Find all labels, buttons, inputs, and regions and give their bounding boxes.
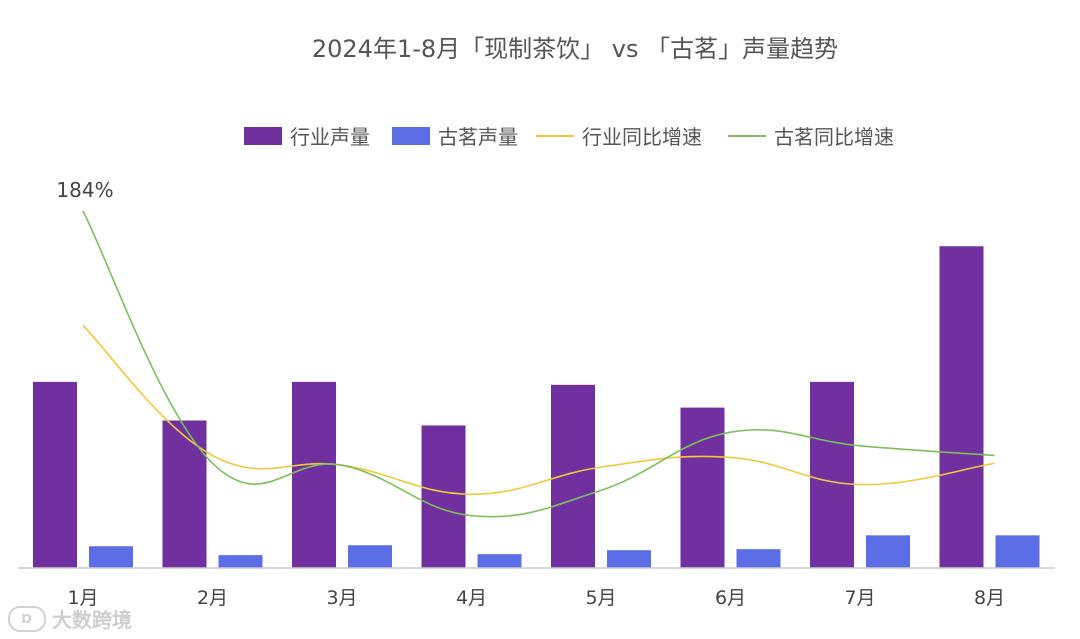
bar-guming-volume xyxy=(866,535,910,568)
bar-guming-volume xyxy=(607,550,651,568)
bar-guming-volume xyxy=(89,546,133,568)
annotations: 184% xyxy=(56,178,113,202)
bar-guming-volume xyxy=(477,554,522,568)
x-tick-label: 3月 xyxy=(326,587,357,609)
x-tick-label: 7月 xyxy=(844,587,875,609)
data-label-184: 184% xyxy=(56,178,113,202)
x-axis-ticks: 1月 2月 3月 4月 5月 6月 7月 8月 xyxy=(67,587,1005,609)
legend: 行业声量 古茗声量 行业同比增速 古茗同比增速 xyxy=(244,125,894,149)
x-tick-label: 5月 xyxy=(585,587,616,609)
bar-industry-volume xyxy=(421,425,466,568)
lines-layer xyxy=(82,210,995,518)
watermark-text: 大数跨境 xyxy=(52,608,132,632)
bar-industry-volume xyxy=(939,246,984,568)
legend-swatch-guming-volume xyxy=(392,127,430,145)
line-guming-growth xyxy=(82,210,995,518)
bar-guming-volume xyxy=(218,555,263,568)
chart-title: 2024年1-8月「现制茶饮」 vs 「古茗」声量趋势 xyxy=(312,35,838,63)
legend-label-guming-growth: 古茗同比增速 xyxy=(774,125,894,149)
x-tick-label: 4月 xyxy=(456,587,487,609)
legend-swatch-industry-volume xyxy=(244,127,282,145)
bar-guming-volume xyxy=(995,535,1040,568)
line-industry-growth xyxy=(82,324,995,496)
watermark: Ɒ 大数跨境 xyxy=(8,604,132,633)
bar-industry-volume xyxy=(680,407,725,568)
x-tick-label: 8月 xyxy=(974,587,1005,609)
legend-label-industry-volume: 行业声量 xyxy=(290,125,370,149)
x-tick-label: 1月 xyxy=(67,587,98,609)
bar-industry-volume xyxy=(810,381,854,568)
bar-industry-volume xyxy=(162,420,207,568)
bar-industry-volume xyxy=(33,381,77,568)
watermark-logo-icon: Ɒ xyxy=(8,605,46,632)
legend-label-guming-volume: 古茗声量 xyxy=(438,125,518,149)
x-tick-label: 2月 xyxy=(197,587,228,609)
bar-guming-volume xyxy=(348,545,392,568)
legend-label-industry-growth: 行业同比增速 xyxy=(582,125,702,149)
bars-layer xyxy=(33,246,1040,568)
x-tick-label: 6月 xyxy=(715,587,746,609)
bar-industry-volume xyxy=(292,381,336,568)
bar-guming-volume xyxy=(736,549,781,568)
